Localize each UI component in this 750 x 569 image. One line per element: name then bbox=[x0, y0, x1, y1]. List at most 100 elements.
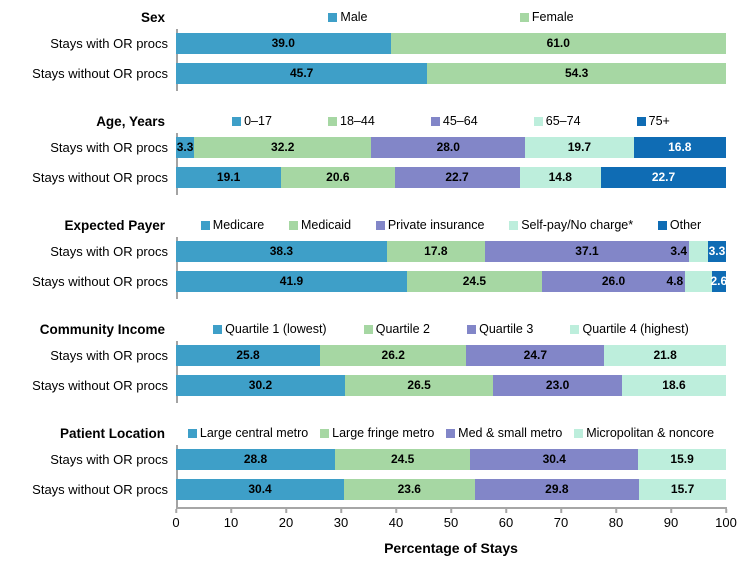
legend-item: Large fringe metro bbox=[320, 426, 434, 440]
bar-value-label: 32.2 bbox=[271, 140, 295, 154]
section-title: Expected Payer bbox=[64, 217, 165, 233]
bar-segment: 29.8 bbox=[474, 479, 640, 500]
section-header: Community Income Quartile 1 (lowest) Qua… bbox=[0, 319, 750, 339]
bar-value-label: 16.8 bbox=[668, 140, 692, 154]
bar-value-label: 24.5 bbox=[391, 452, 415, 466]
section-header: Expected Payer Medicare Medicaid Private… bbox=[0, 215, 750, 235]
stacked-bar: 28.8 24.5 30.4 15.9 bbox=[176, 449, 726, 470]
section-header: Age, Years 0–17 18–44 45–64 65–74 75+ bbox=[0, 111, 750, 131]
bar-segment: 23.0 bbox=[493, 375, 622, 396]
bar-segment: 24.7 bbox=[466, 345, 605, 366]
stacked-bar: 19.1 20.6 22.7 14.8 22.7 bbox=[176, 167, 726, 188]
legend-item: Medicare bbox=[200, 218, 264, 232]
bar-segment: 23.6 bbox=[344, 479, 475, 500]
legend-swatch-icon bbox=[657, 220, 667, 230]
stacked-bar: 45.7 54.3 bbox=[176, 63, 726, 84]
section-title: Age, Years bbox=[96, 113, 165, 129]
bar-value-label: 54.3 bbox=[564, 66, 589, 80]
tick-label: 60 bbox=[498, 515, 514, 530]
bar-value-label: 26.5 bbox=[407, 378, 431, 392]
section-header: Patient Location Large central metro Lar… bbox=[0, 423, 750, 443]
bar-segment: 28.0 bbox=[371, 137, 526, 158]
bar-rows: Stays with OR procs 3.3 32.2 28.0 19.7 1… bbox=[0, 133, 750, 195]
bar-row: Stays without OR procs 30.4 23.6 29.8 15… bbox=[0, 479, 750, 500]
legend-item: Medicaid bbox=[289, 218, 351, 232]
stacked-bar: 25.8 26.2 24.7 21.8 bbox=[176, 345, 726, 366]
section-title: Community Income bbox=[39, 321, 165, 337]
x-axis: 0 10 20 30 40 50 60 70 80 90 100 Percent… bbox=[0, 507, 750, 569]
legend-item: Private insurance bbox=[375, 218, 485, 232]
bar-segment: 15.9 bbox=[638, 449, 726, 470]
section-patient-location: Patient Location Large central metro Lar… bbox=[0, 423, 750, 507]
legend-swatch-icon bbox=[363, 324, 373, 334]
bar-value-label: 18.6 bbox=[662, 378, 686, 392]
tick-label: 10 bbox=[223, 515, 239, 530]
legend-label: 65–74 bbox=[545, 114, 581, 128]
bar-value-label: 24.5 bbox=[462, 274, 487, 288]
bar-segment: 25.8 bbox=[176, 345, 321, 366]
bar-segment: 28.8 bbox=[176, 449, 336, 470]
bar-value-label: 19.1 bbox=[216, 170, 241, 184]
bar-segment: 24.5 bbox=[406, 271, 542, 292]
row-label: Stays without OR procs bbox=[32, 378, 168, 393]
legend-swatch-icon bbox=[375, 220, 385, 230]
legend: Quartile 1 (lowest) Quartile 2 Quartile … bbox=[176, 322, 726, 336]
bar-segment: 22.7 bbox=[394, 167, 520, 188]
bar-value-label: 39.0 bbox=[271, 36, 295, 50]
bar-value-label: 30.2 bbox=[248, 378, 273, 392]
bar-segment: 61.0 bbox=[390, 33, 726, 54]
legend-label: Private insurance bbox=[387, 218, 485, 232]
bar-value-label: 3.3 bbox=[176, 140, 194, 154]
bar-segment: 16.8 bbox=[633, 137, 726, 158]
row-label: Stays with OR procs bbox=[50, 244, 168, 259]
tick-label: 30 bbox=[333, 515, 349, 530]
bar-row: Stays with OR procs 39.0 61.0 bbox=[0, 33, 750, 54]
legend-item: 65–74 bbox=[533, 114, 581, 128]
x-axis-title: Percentage of Stays bbox=[384, 540, 518, 556]
bar-segment: 26.5 bbox=[344, 375, 494, 396]
bar-segment: 32.2 bbox=[194, 137, 372, 158]
legend-label: Female bbox=[531, 10, 574, 24]
section-axis-line bbox=[176, 133, 178, 195]
bar-value-label: 15.9 bbox=[670, 452, 694, 466]
bar-segment: 3.3 bbox=[176, 137, 195, 158]
legend-swatch-icon bbox=[200, 220, 210, 230]
legend-item: Male bbox=[328, 10, 368, 24]
bar-row: Stays without OR procs 30.2 26.5 23.0 18… bbox=[0, 375, 750, 396]
legend-item: Large central metro bbox=[187, 426, 308, 440]
bar-segment: 18.6 bbox=[621, 375, 726, 396]
tick-mark bbox=[450, 509, 452, 513]
tick-label: 80 bbox=[608, 515, 624, 530]
legend-swatch-icon bbox=[187, 428, 197, 438]
bar-value-label: 28.0 bbox=[436, 140, 460, 154]
bar-segment: 38.3 bbox=[176, 241, 387, 262]
legend-item: Med & small metro bbox=[446, 426, 562, 440]
legend-swatch-icon bbox=[533, 116, 543, 126]
bar-value-label: 2.6 bbox=[710, 274, 728, 288]
section-title: Patient Location bbox=[59, 425, 165, 441]
legend: Male Female bbox=[176, 10, 726, 24]
legend-swatch-icon bbox=[467, 324, 477, 334]
tick-label: 0 bbox=[172, 515, 180, 530]
bar-value-label: 4.8 bbox=[666, 274, 684, 288]
legend: Medicare Medicaid Private insurance Self… bbox=[176, 218, 726, 232]
bar-value-label: 20.6 bbox=[326, 170, 350, 184]
tick-mark bbox=[670, 509, 672, 513]
legend-label: Large fringe metro bbox=[332, 426, 435, 440]
legend-swatch-icon bbox=[430, 116, 440, 126]
bar-segment: 37.1 bbox=[484, 241, 690, 262]
bar-value-label: 22.7 bbox=[445, 170, 469, 184]
section-axis-line bbox=[176, 341, 178, 403]
row-label: Stays with OR procs bbox=[50, 452, 168, 467]
section-header: Sex Male Female bbox=[0, 7, 750, 27]
legend-item: Quartile 1 (lowest) bbox=[213, 322, 327, 336]
legend-label: Other bbox=[669, 218, 702, 232]
bar-segment: 39.0 bbox=[176, 33, 391, 54]
tick-mark bbox=[395, 509, 397, 513]
bar-segment: 30.2 bbox=[176, 375, 345, 396]
legend-label: Male bbox=[340, 10, 368, 24]
section-title: Sex bbox=[140, 9, 165, 25]
bar-segment: 26.2 bbox=[320, 345, 467, 366]
legend-swatch-icon bbox=[636, 116, 646, 126]
bar-segment: 20.6 bbox=[281, 167, 395, 188]
